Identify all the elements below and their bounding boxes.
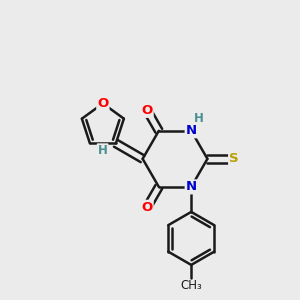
Text: CH₃: CH₃ [180,279,202,292]
Text: O: O [141,201,153,214]
Text: H: H [98,144,108,157]
Text: H: H [194,112,203,124]
Text: O: O [97,97,109,110]
Text: N: N [186,180,197,194]
Text: S: S [229,152,239,165]
Text: O: O [141,104,153,117]
Text: N: N [186,124,197,137]
